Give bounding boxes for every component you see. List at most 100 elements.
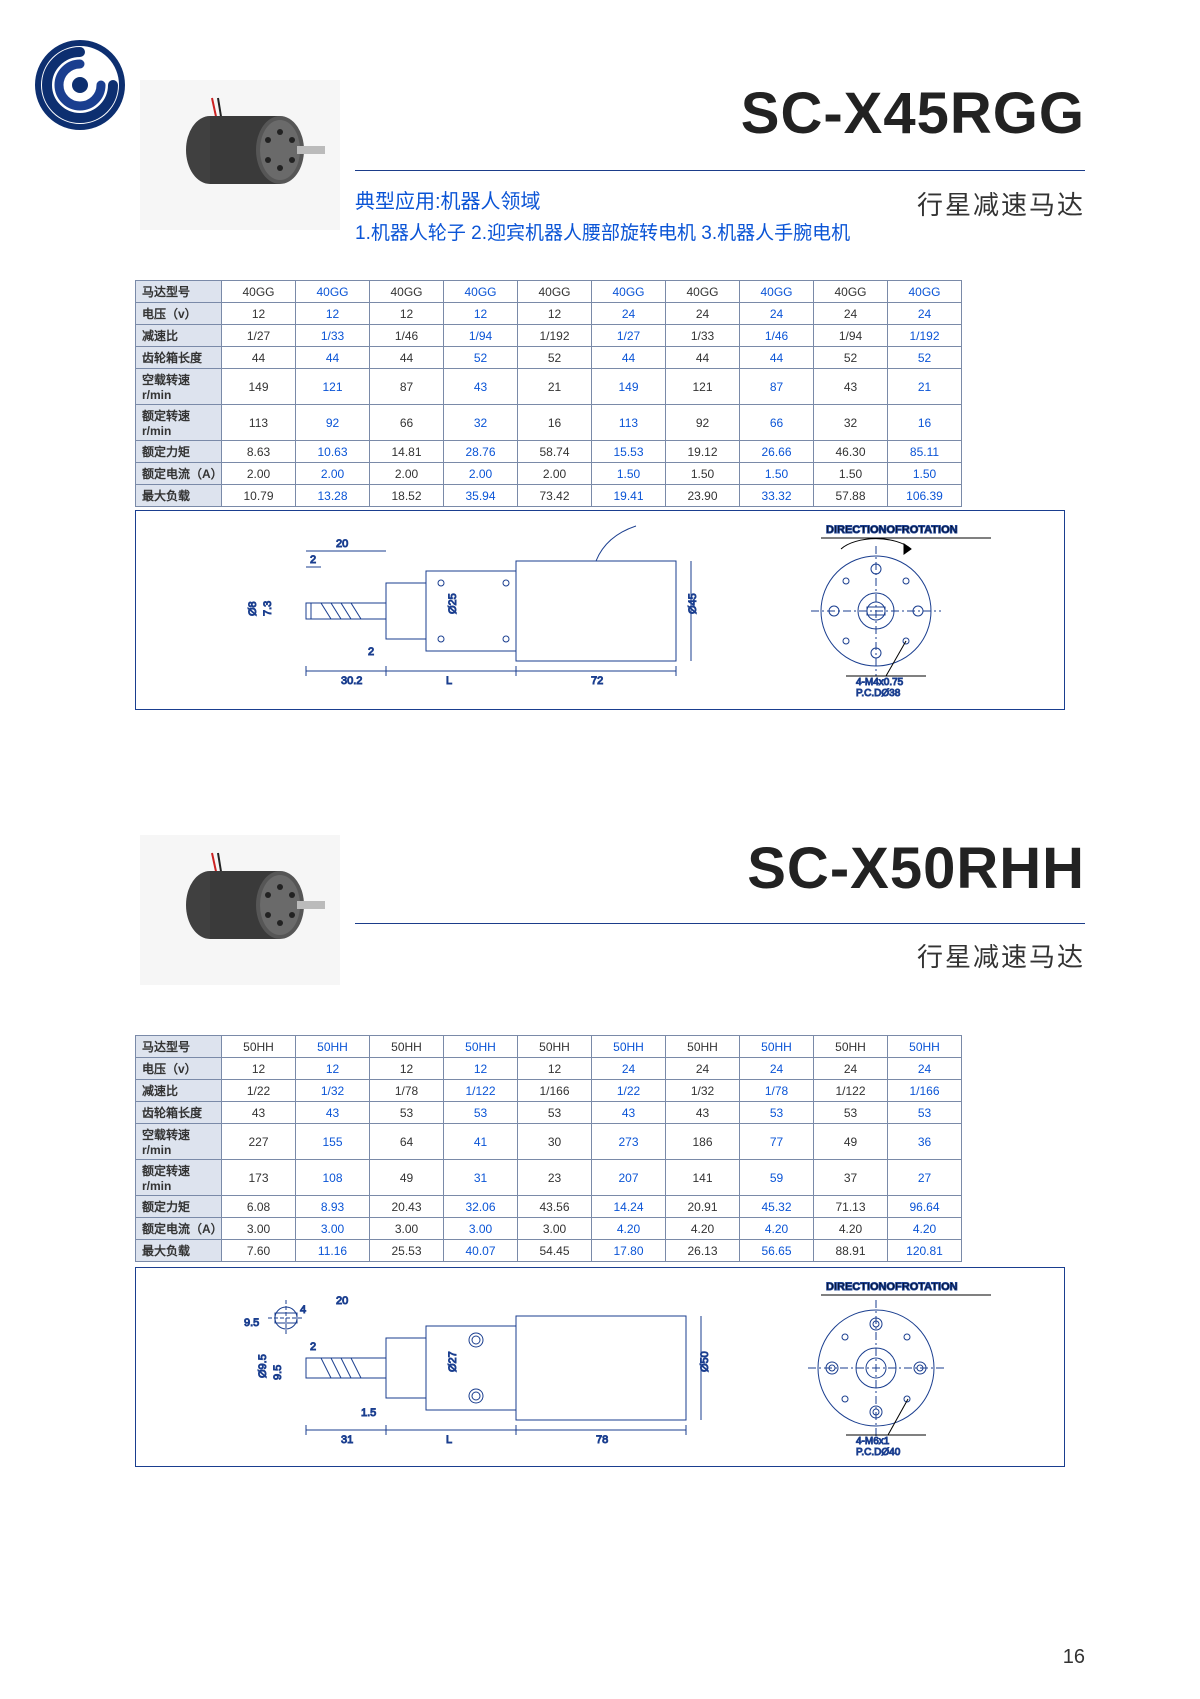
spec-row-label: 额定力矩 xyxy=(136,441,222,463)
spec-cell: 12 xyxy=(370,303,444,325)
svg-text:9.5: 9.5 xyxy=(244,1317,259,1329)
spec-row-label: 齿轮箱长度 xyxy=(136,347,222,369)
spec-cell: 49 xyxy=(814,1124,888,1160)
spec-cell: 40GG xyxy=(814,281,888,303)
spec-cell: 14.81 xyxy=(370,441,444,463)
spec-cell: 41 xyxy=(444,1124,518,1160)
spec-cell: 1/33 xyxy=(296,325,370,347)
spec-cell: 173 xyxy=(222,1160,296,1196)
spec-cell: 1/78 xyxy=(740,1080,814,1102)
spec-cell: 52 xyxy=(888,347,962,369)
page-number: 16 xyxy=(1063,1646,1085,1669)
product-title: SC-X50RHH xyxy=(747,835,1085,902)
spec-cell: 66 xyxy=(740,405,814,441)
brand-logo xyxy=(35,40,125,135)
spec-cell: 24 xyxy=(592,303,666,325)
spec-cell: 53 xyxy=(518,1102,592,1124)
svg-text:72: 72 xyxy=(591,675,603,687)
title-divider xyxy=(355,923,1085,924)
spec-cell: 49 xyxy=(370,1160,444,1196)
svg-text:4-M4x0.75: 4-M4x0.75 xyxy=(856,677,904,688)
spec-cell: 1/94 xyxy=(814,325,888,347)
svg-text:9.5: 9.5 xyxy=(272,1365,284,1380)
spec-cell: 12 xyxy=(296,1058,370,1080)
product-photo xyxy=(140,835,340,985)
spec-cell: 113 xyxy=(222,405,296,441)
spec-cell: 3.00 xyxy=(444,1218,518,1240)
spec-cell: 40GG xyxy=(444,281,518,303)
spec-row-label: 减速比 xyxy=(136,1080,222,1102)
spec-cell: 1/46 xyxy=(740,325,814,347)
spec-cell: 1/27 xyxy=(222,325,296,347)
spec-cell: 43.56 xyxy=(518,1196,592,1218)
spec-cell: 56.65 xyxy=(740,1240,814,1262)
application-label: 典型应用:机器人领域 xyxy=(355,185,541,214)
spec-cell: 149 xyxy=(222,369,296,405)
spec-cell: 4.20 xyxy=(814,1218,888,1240)
spec-cell: 88.91 xyxy=(814,1240,888,1262)
spec-cell: 1/46 xyxy=(370,325,444,347)
spec-row-label: 电压（v） xyxy=(136,303,222,325)
spec-cell: 12 xyxy=(222,303,296,325)
motor-icon xyxy=(140,80,340,230)
spec-cell: 53 xyxy=(370,1102,444,1124)
spec-cell: 1/166 xyxy=(888,1080,962,1102)
spec-cell: 43 xyxy=(814,369,888,405)
svg-text:Ø25: Ø25 xyxy=(447,593,459,614)
spec-cell: 87 xyxy=(370,369,444,405)
spec-cell: 2.00 xyxy=(296,463,370,485)
spec-cell: 3.00 xyxy=(518,1218,592,1240)
spec-cell: 1/22 xyxy=(592,1080,666,1102)
spec-cell: 50HH xyxy=(296,1036,370,1058)
spec-cell: 40GG xyxy=(222,281,296,303)
spec-row-label: 最大负载 xyxy=(136,485,222,507)
spec-cell: 71.13 xyxy=(814,1196,888,1218)
svg-text:DIRECTIONOFROTATION: DIRECTIONOFROTATION xyxy=(826,524,958,536)
spec-cell: 1/27 xyxy=(592,325,666,347)
spec-cell: 2.00 xyxy=(518,463,592,485)
spec-cell: 3.00 xyxy=(296,1218,370,1240)
spec-cell: 120.81 xyxy=(888,1240,962,1262)
spec-cell: 23 xyxy=(518,1160,592,1196)
spec-cell: 66 xyxy=(370,405,444,441)
spec-cell: 50HH xyxy=(518,1036,592,1058)
spec-table: 马达型号50HH50HH50HH50HH50HH50HH50HH50HH50HH… xyxy=(135,1035,962,1262)
spec-cell: 40GG xyxy=(592,281,666,303)
svg-text:DIRECTIONOFROTATION: DIRECTIONOFROTATION xyxy=(826,1281,958,1293)
application-detail: 1.机器人轮子 2.迎宾机器人腰部旋转电机 3.机器人手腕电机 xyxy=(355,218,850,245)
spec-cell: 44 xyxy=(296,347,370,369)
spec-cell: 36 xyxy=(888,1124,962,1160)
spec-cell: 40GG xyxy=(518,281,592,303)
svg-text:7.3: 7.3 xyxy=(262,601,274,616)
spec-cell: 1/192 xyxy=(518,325,592,347)
spec-cell: 18.52 xyxy=(370,485,444,507)
spec-row-label: 齿轮箱长度 xyxy=(136,1102,222,1124)
svg-text:L: L xyxy=(446,675,452,687)
spec-cell: 4.20 xyxy=(666,1218,740,1240)
svg-text:L: L xyxy=(446,1434,452,1446)
spec-cell: 1/166 xyxy=(518,1080,592,1102)
spec-cell: 155 xyxy=(296,1124,370,1160)
product-subtitle: 行星减速马达 xyxy=(917,185,1085,222)
spec-cell: 1/122 xyxy=(814,1080,888,1102)
spec-cell: 13.28 xyxy=(296,485,370,507)
spec-cell: 19.41 xyxy=(592,485,666,507)
spec-cell: 1/192 xyxy=(888,325,962,347)
spec-cell: 1.50 xyxy=(814,463,888,485)
spec-cell: 24 xyxy=(666,1058,740,1080)
spec-cell: 21 xyxy=(888,369,962,405)
spec-cell: 6.08 xyxy=(222,1196,296,1218)
spec-cell: 1/33 xyxy=(666,325,740,347)
spec-cell: 3.00 xyxy=(222,1218,296,1240)
spec-cell: 207 xyxy=(592,1160,666,1196)
spec-cell: 44 xyxy=(370,347,444,369)
spec-row-label: 电压（v） xyxy=(136,1058,222,1080)
spec-cell: 31 xyxy=(444,1160,518,1196)
spec-cell: 33.32 xyxy=(740,485,814,507)
spec-cell: 12 xyxy=(222,1058,296,1080)
spec-cell: 87 xyxy=(740,369,814,405)
spec-cell: 1.50 xyxy=(888,463,962,485)
spec-cell: 50HH xyxy=(370,1036,444,1058)
spec-cell: 50HH xyxy=(814,1036,888,1058)
spec-cell: 32.06 xyxy=(444,1196,518,1218)
